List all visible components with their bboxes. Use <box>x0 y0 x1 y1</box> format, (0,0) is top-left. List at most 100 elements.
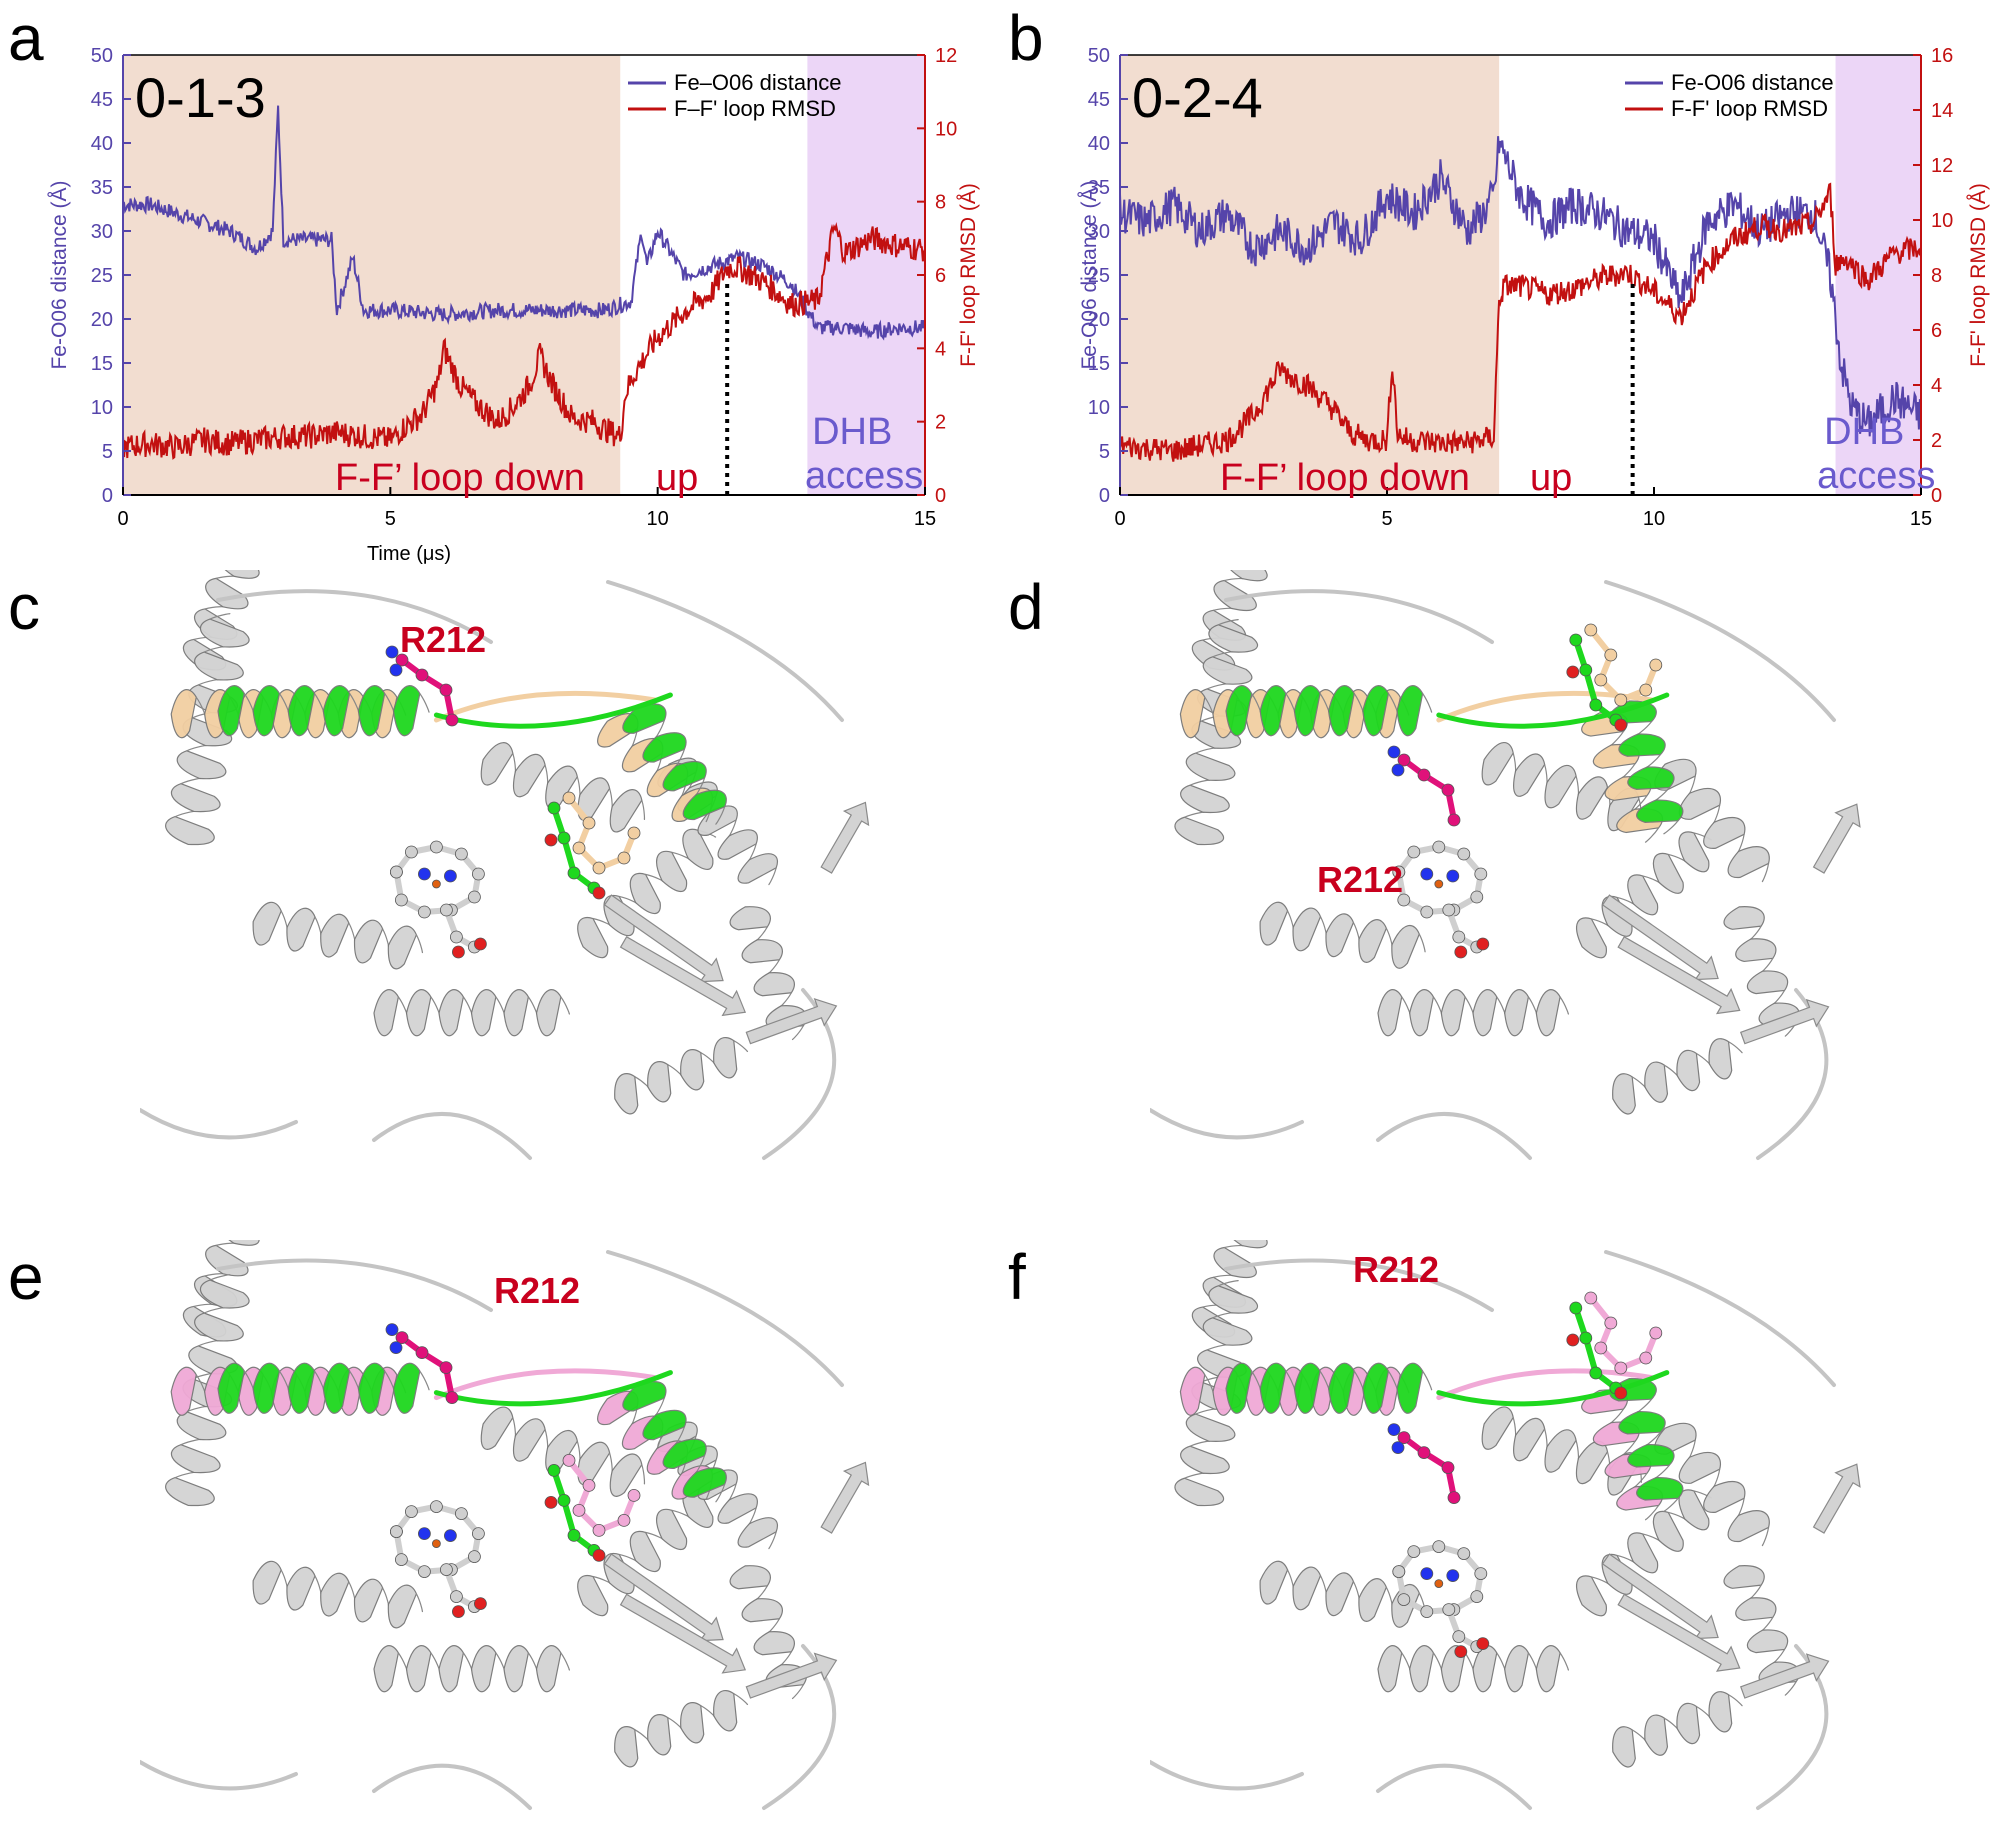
nitrogen-atom <box>443 1529 457 1542</box>
helix-edge <box>462 1652 473 1671</box>
helix-turn <box>753 1631 795 1656</box>
nitrogen-atom <box>443 869 457 883</box>
helix-turn <box>1627 766 1675 790</box>
residue-label-r212: R212 <box>494 1270 580 1311</box>
helix-turn <box>713 1690 738 1732</box>
strand-arrow <box>619 1593 747 1674</box>
atom <box>1594 673 1608 687</box>
helix-turn <box>1576 1575 1607 1617</box>
helix-turn <box>176 1411 227 1441</box>
helix-turn <box>1213 579 1257 612</box>
heme-ring <box>393 844 482 915</box>
helix-turn <box>1735 938 1777 963</box>
helix-turn <box>171 783 221 813</box>
region-down <box>1120 55 1500 495</box>
atom <box>1614 1361 1628 1375</box>
atom <box>1569 633 1583 647</box>
helix-turn <box>1746 970 1789 995</box>
y2-tick-label: 0 <box>1931 485 1942 507</box>
protein-loop <box>1376 1111 1532 1160</box>
y-tick-label: 10 <box>1088 397 1110 419</box>
oxygen-atom <box>1454 945 1468 959</box>
helix-turn <box>1727 846 1770 878</box>
atom <box>1604 648 1618 662</box>
helix-turn <box>165 1476 215 1507</box>
helix-turn <box>1208 624 1259 653</box>
atom <box>415 1346 429 1359</box>
protein-strand <box>1601 1553 1719 1640</box>
helix-turn <box>1676 1702 1701 1745</box>
helix-turn <box>662 1438 707 1469</box>
strand-arrow <box>745 998 838 1045</box>
helix-turn <box>1225 1362 1253 1414</box>
strand-arrow <box>1812 1463 1861 1534</box>
atom <box>1417 768 1431 782</box>
helix-edge <box>1636 721 1653 736</box>
protein-helix <box>252 1560 424 1629</box>
atom <box>592 861 606 875</box>
protein-loop <box>606 1250 844 1387</box>
helix-turn <box>1644 1714 1669 1756</box>
atom <box>1649 1326 1663 1340</box>
chart-title: 0-1-3 <box>135 66 266 129</box>
annotation-dhb: DHB <box>812 411 892 453</box>
helix-turn <box>1180 784 1230 814</box>
helix-edge <box>1218 1280 1239 1287</box>
helix-edge <box>1464 996 1474 1015</box>
helix-turn <box>223 1182 275 1221</box>
atom <box>572 841 586 855</box>
y2-tick-label: 0 <box>935 485 946 507</box>
protein-strand <box>820 801 870 874</box>
helix-turn <box>1179 689 1206 739</box>
helix-edge <box>249 1146 268 1160</box>
helix-edge <box>767 1618 780 1634</box>
helix-edge <box>1422 693 1433 713</box>
helix-edge <box>667 1064 683 1077</box>
helix-turn <box>438 1645 465 1693</box>
helix-edge <box>1559 996 1569 1015</box>
helix-edge <box>1218 619 1239 626</box>
helix-turn <box>357 1362 386 1414</box>
helix-turn <box>614 1726 639 1768</box>
helix-turn <box>614 1073 639 1115</box>
atom <box>1397 1593 1411 1606</box>
oxygen-atom <box>544 833 558 847</box>
helix-edge <box>1663 1717 1679 1730</box>
helix-turn <box>357 685 386 737</box>
helix-turn <box>1231 1186 1282 1224</box>
atom <box>1457 847 1471 861</box>
helix-edge <box>755 926 768 942</box>
arg-sidechain <box>400 1335 455 1399</box>
iron-atom <box>1434 879 1444 889</box>
helix-edge <box>1527 1652 1538 1671</box>
atom <box>439 903 453 917</box>
x-axis-title: Time (μs) <box>367 543 451 565</box>
atom <box>1420 905 1434 919</box>
y2-tick-label: 12 <box>935 45 957 67</box>
protein-strand <box>1812 1463 1861 1534</box>
atom <box>449 1590 463 1603</box>
ligand-green <box>1572 639 1618 723</box>
helix-turn <box>1678 1489 1710 1531</box>
helix-turn <box>1179 1366 1206 1416</box>
legend-label: Fe-O06 distance <box>1671 70 1834 95</box>
helix-turn <box>1504 989 1530 1037</box>
helix-turn <box>252 1560 282 1605</box>
atom <box>1614 693 1628 707</box>
helix-turn <box>322 685 351 737</box>
atom <box>1470 1590 1484 1603</box>
atom <box>445 1391 459 1404</box>
panel-letter-c: c <box>8 571 40 643</box>
ff-loop-reference <box>433 1368 658 1401</box>
helix-turn <box>609 789 643 833</box>
helix-turn <box>373 1645 400 1693</box>
protein-helix <box>182 1146 275 1338</box>
atom <box>1457 1547 1471 1560</box>
atom <box>1474 1567 1488 1580</box>
helix-edge <box>1663 1064 1679 1077</box>
helix-turn <box>252 901 282 946</box>
atom <box>394 1553 408 1566</box>
panel-letter-d: d <box>1008 571 1044 643</box>
annotation-dhb: DHB <box>1824 411 1904 453</box>
helix-turn <box>622 1381 667 1412</box>
